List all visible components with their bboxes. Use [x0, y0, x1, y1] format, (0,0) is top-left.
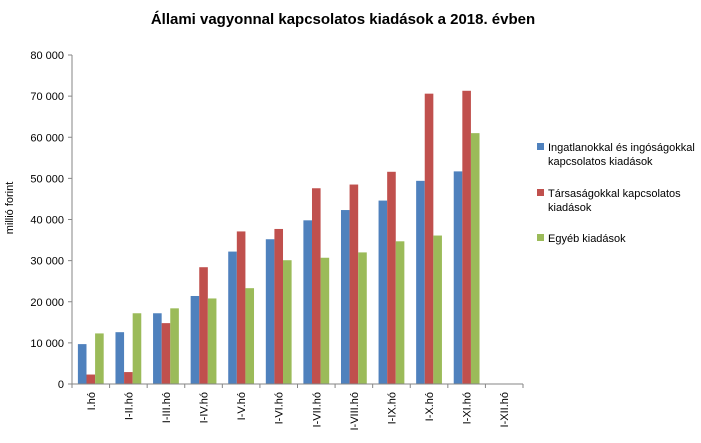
x-tick-label: I-IV.hó: [199, 392, 211, 423]
bar-series-1: [115, 332, 125, 384]
bar-series-2: [311, 188, 321, 384]
y-tick-label: 50 000: [30, 173, 64, 185]
y-tick-label: 20 000: [30, 297, 64, 309]
bar-series-2: [124, 372, 133, 384]
bar-series-3: [95, 333, 104, 384]
bar-series-1: [228, 251, 237, 384]
bar-series-1: [153, 313, 162, 384]
bar-series-3: [433, 235, 442, 384]
legend-label: Ingatlanokkal és ingóságokkal: [548, 142, 695, 154]
bar-series-3: [283, 260, 292, 384]
bar-series-1: [453, 171, 463, 384]
legend-swatch: [537, 234, 544, 241]
x-tick-label: I-XII.hó: [499, 392, 511, 427]
y-tick-label: 10 000: [30, 338, 64, 350]
legend-label: kiadások: [548, 202, 592, 214]
legend-swatch: [537, 143, 544, 150]
bar-series-2: [199, 267, 208, 384]
bar-series-1: [265, 239, 275, 384]
bar-series-1: [378, 200, 388, 384]
bar-series-3: [245, 288, 255, 384]
bar-series-3: [170, 308, 179, 384]
x-tick-label: I-IX.hó: [386, 392, 398, 424]
legend-swatch: [537, 189, 544, 196]
bar-series-3: [207, 298, 217, 384]
y-tick-label: 30 000: [30, 256, 64, 268]
bar-series-3: [358, 252, 367, 384]
bar-series-1: [416, 180, 425, 384]
bar-series-3: [320, 257, 330, 384]
y-axis-label: millió forint: [4, 182, 16, 235]
bar-series-1: [303, 220, 312, 384]
x-tick-label: I.hó: [86, 392, 98, 410]
bar-series-2: [274, 228, 284, 384]
x-tick-label: I-II.hó: [123, 392, 135, 420]
y-tick-label: 80 000: [30, 50, 64, 62]
y-axis: 0 10 000 20 000 30 000 40 000 50 000 60 000 70 …: [30, 50, 73, 391]
x-tick-label: I-VIII.hó: [349, 392, 361, 431]
y-tick-label: 0: [58, 379, 64, 391]
y-tick-label: 70 000: [30, 91, 64, 103]
legend-label: kapcsolatos kiadások: [548, 156, 653, 168]
bar-series-3: [132, 313, 142, 384]
x-tick-label: I-X.hó: [424, 392, 436, 421]
legend: Ingatlanokkal és ingóságokkal kapcsolatos…: [537, 142, 695, 245]
x-tick-label: I-V.hó: [236, 392, 248, 420]
x-tick-label: I-III.hó: [161, 392, 173, 423]
bar-series-3: [470, 133, 480, 384]
bar-series-2: [236, 231, 246, 384]
y-tick-label: 40 000: [30, 215, 64, 227]
x-axis: I.hó I-II.hó I-III.hó I-IV.hó I-V.hó I-VI.hó I…: [71, 383, 524, 431]
legend-label: Egyéb kiadások: [548, 233, 626, 245]
plot-area: [77, 90, 480, 384]
legend-label: Társaságokkal kapcsolatos: [548, 188, 681, 200]
bar-series-1: [77, 344, 87, 384]
bar-series-1: [190, 295, 200, 384]
x-tick-label: I-VII.hó: [311, 392, 323, 427]
bar-series-2: [462, 90, 471, 384]
bar-series-2: [349, 184, 359, 384]
y-tick-label: 60 000: [30, 132, 64, 144]
x-tick-label: I-VI.hó: [274, 392, 286, 424]
bar-series-1: [340, 210, 350, 384]
bar-series-3: [395, 241, 405, 384]
bar-series-2: [387, 171, 396, 384]
x-tick-label: I-XI.hó: [462, 392, 474, 424]
bar-series-2: [161, 323, 171, 384]
bar-series-2: [424, 93, 434, 384]
chart-title: Állami vagyonnal kapcsolatos kiadások a …: [151, 11, 535, 28]
bar-series-2: [86, 374, 96, 384]
